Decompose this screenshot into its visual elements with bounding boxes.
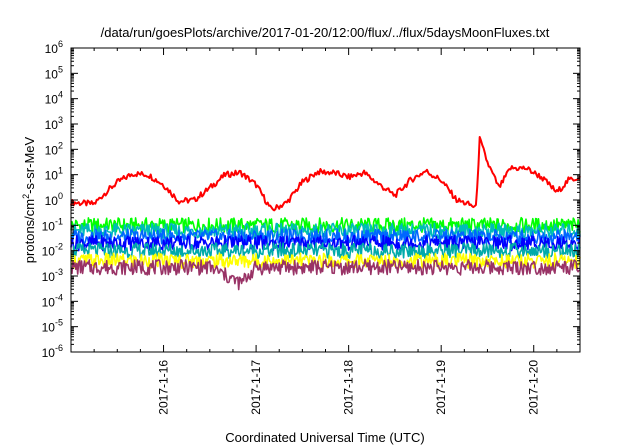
y-tick-label-base: 10 (45, 118, 59, 132)
series-layer (70, 136, 581, 291)
y-tick-label-base: 10 (45, 42, 59, 56)
series-line (70, 234, 581, 252)
y-tick-label-exp: -2 (55, 242, 63, 252)
y-tick-label: 10-5 (42, 318, 63, 335)
y-tick-label-base: 10 (42, 295, 56, 309)
y-tick-label-exp: 2 (58, 140, 63, 150)
x-axis: 2017-1-16 2017-1-17 2017-1-18 2017-1-19 2017… (70, 48, 581, 415)
x-tick-label: 2017-1-20 (527, 360, 541, 415)
y-tick-label-exp: -3 (55, 267, 63, 277)
chart-title: /data/run/goesPlots/archive/2017-01-20/1… (101, 25, 550, 40)
y-tick-label: 10-4 (42, 292, 63, 309)
series-line (70, 242, 581, 260)
y-tick-label-exp: 0 (58, 191, 63, 201)
y-tick-label: 102 (45, 140, 63, 157)
y-tick-label-base: 10 (42, 346, 56, 360)
y-tick-label-exp: 3 (58, 115, 63, 125)
series-line (70, 136, 581, 212)
y-tick-label: 101 (45, 166, 63, 183)
y-tick-label-base: 10 (42, 321, 56, 335)
y-axis-label: protons/cm2-s-sr-MeV (21, 136, 37, 263)
y-tick-label-exp: -6 (55, 343, 63, 353)
y-tick-label-base: 10 (45, 67, 59, 81)
y-tick-label: 105 (45, 64, 63, 81)
y-tick-label: 103 (45, 115, 63, 132)
y-tick-label-exp: 4 (58, 90, 63, 100)
y-tick-label-base: 10 (42, 245, 56, 259)
y-tick-label: 10-6 (42, 343, 63, 360)
y-tick-label-exp: 1 (58, 166, 63, 176)
y-tick-label-exp: -1 (55, 216, 63, 226)
x-tick-label: 2017-1-18 (342, 360, 356, 415)
series-line (70, 228, 581, 246)
y-tick-label-base: 10 (45, 93, 59, 107)
x-tick-label: 2017-1-17 (249, 360, 263, 415)
y-tick-label-exp: -5 (55, 318, 63, 328)
y-tick-label: 10-1 (42, 216, 63, 233)
y-axis-label-sup: 2 (21, 194, 31, 199)
y-axis-label-pre: protons/cm (22, 199, 37, 263)
y-tick-label: 100 (45, 191, 63, 208)
plot-area (70, 47, 581, 353)
y-axis: 10-610-510-410-310-210-11001011021031041… (42, 39, 580, 360)
y-tick-label-base: 10 (42, 270, 56, 284)
y-tick-label-exp: 5 (58, 64, 63, 74)
y-tick-label-base: 10 (45, 194, 59, 208)
x-axis-label: Coordinated Universal Time (UTC) (225, 430, 424, 445)
x-tick-label: 2017-1-19 (434, 360, 448, 415)
y-tick-label-base: 10 (45, 143, 59, 157)
y-tick-label-exp: -4 (55, 292, 63, 302)
y-tick-label: 10-2 (42, 242, 63, 259)
y-tick-label-base: 10 (42, 219, 56, 233)
y-tick-label: 10-3 (42, 267, 63, 284)
y-axis-label-post: -s-sr-MeV (22, 136, 37, 193)
y-tick-label-base: 10 (45, 169, 59, 183)
y-tick-label-exp: 6 (58, 39, 63, 49)
series-line (70, 258, 581, 291)
y-tick-label: 106 (45, 39, 63, 56)
x-tick-label: 2017-1-16 (157, 360, 171, 415)
y-tick-label: 104 (45, 90, 63, 107)
series-line (70, 252, 581, 270)
